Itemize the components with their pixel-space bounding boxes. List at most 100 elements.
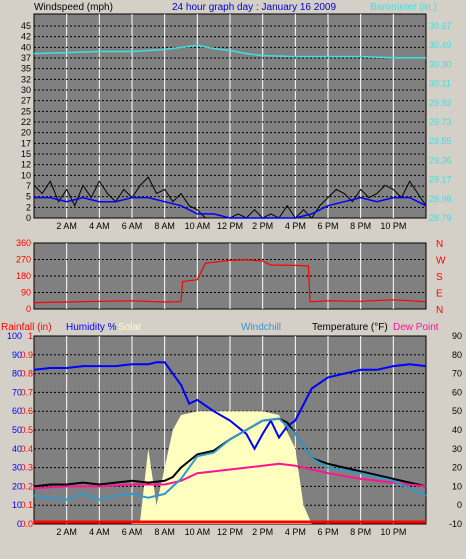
y-tick-label-right: 30.67: [429, 21, 452, 31]
temperature-tick-label: 40: [452, 425, 462, 435]
temperature-tick-label: 80: [452, 350, 462, 360]
x-tick-label: 2 PM: [252, 527, 273, 537]
y-tick-label: 37: [21, 53, 31, 63]
x-tick-label: 4 AM: [89, 527, 110, 537]
compass-label: S: [436, 272, 443, 283]
temperature-tick-label: 20: [452, 463, 462, 473]
y-tick-label: 17: [21, 138, 31, 148]
compass-label: N: [436, 239, 443, 250]
y-tick-label: 30: [21, 85, 31, 95]
rain-tick-label: 1: [28, 331, 33, 341]
series-barometer: [33, 44, 426, 59]
humidity-tick-label: 60: [12, 406, 22, 416]
y-tick-label-right: 29.36: [429, 155, 452, 165]
y-tick-label: 32: [21, 74, 31, 84]
x-tick-label: 4 AM: [89, 221, 110, 231]
y-tick-label: 90: [21, 288, 31, 298]
y-tick-label-right: 28.98: [429, 194, 452, 204]
series-solar: [34, 411, 426, 524]
y-tick-label: 0: [26, 213, 31, 223]
x-tick-label: 10 AM: [185, 527, 211, 537]
x-tick-label: 4 PM: [285, 527, 306, 537]
y-tick-label: 42: [21, 32, 31, 42]
y-tick-label: 25: [21, 106, 31, 116]
y-tick-label-right: 30.49: [429, 40, 452, 50]
temperature-tick-label: 60: [452, 387, 462, 397]
windspeed-title: Windspeed (mph): [34, 2, 113, 13]
humidity-tick-label: 70: [12, 387, 22, 397]
x-tick-label: 10 PM: [380, 221, 406, 231]
compass-label: N: [436, 305, 443, 316]
y-tick-label-right: 29.17: [429, 175, 452, 185]
rain-tick-label: 0.8: [20, 369, 33, 379]
humidity-tick-label: 20: [12, 481, 22, 491]
y-tick-label: 40: [21, 42, 31, 52]
humidity-tick-label: 50: [12, 425, 22, 435]
y-tick-label: 12: [21, 160, 31, 170]
x-tick-label: 8 AM: [154, 527, 175, 537]
y-tick-label: 180: [16, 271, 31, 281]
series-dew-point: [33, 462, 427, 490]
rain-tick-label: 0.3: [20, 463, 33, 473]
x-tick-label: 8 PM: [350, 221, 371, 231]
humidity-tick-label: 10: [12, 500, 22, 510]
series-windchill: [33, 417, 427, 501]
windchill-title: Windchill: [241, 322, 281, 333]
temperature-tick-label: 10: [452, 481, 462, 491]
humidity-tick-label: 30: [12, 463, 22, 473]
temperature-tick-label: 30: [452, 444, 462, 454]
y-tick-label: 20: [21, 128, 31, 138]
humidity-tick-label: 0: [17, 519, 22, 529]
y-tick-label: 7: [26, 181, 31, 191]
rain-tick-label: 0.7: [20, 387, 33, 397]
x-tick-label: 8 AM: [154, 221, 175, 231]
x-tick-label: 2 PM: [252, 221, 273, 231]
humidity-tick-label: 90: [12, 350, 22, 360]
temperature-tick-label: 0: [457, 500, 462, 510]
y-tick-label-right: 29.92: [429, 98, 452, 108]
y-tick-label: 5: [26, 192, 31, 202]
compass-label: W: [436, 256, 446, 267]
x-tick-label: 2 AM: [56, 221, 77, 231]
y-tick-label-right: 29.55: [429, 136, 452, 146]
x-tick-label: 6 PM: [317, 527, 338, 537]
rain-tick-label: 0.9: [20, 350, 33, 360]
dewpoint-title: Dew Point: [393, 322, 439, 333]
y-tick-label-right: 29.73: [429, 117, 452, 127]
humidity-tick-label: 40: [12, 444, 22, 454]
x-tick-label: 10 PM: [380, 527, 406, 537]
temperature-tick-label: -10: [449, 519, 462, 529]
barometer-title: Barometer (in.): [370, 2, 437, 13]
temperature-tick-label: 70: [452, 369, 462, 379]
temperature-title: Temperature (°F): [312, 322, 388, 333]
y-tick-label: 360: [16, 238, 31, 248]
x-tick-label: 12 PM: [217, 527, 243, 537]
y-tick-label: 2: [26, 202, 31, 212]
x-tick-label: 4 PM: [285, 221, 306, 231]
rain-tick-label: 0.2: [20, 481, 33, 491]
rain-tick-label: 0.5: [20, 425, 33, 435]
rain-tick-label: 0.0: [20, 519, 33, 529]
y-tick-label: 35: [21, 64, 31, 74]
x-tick-label: 6 PM: [317, 221, 338, 231]
x-tick-label: 6 AM: [122, 221, 143, 231]
y-tick-label-right: 30.11: [429, 79, 451, 89]
y-tick-label: 45: [21, 21, 31, 31]
humidity-title: Humidity %: [66, 322, 117, 333]
y-tick-label: 27: [21, 96, 31, 106]
y-tick-label-right: 30.30: [429, 59, 452, 69]
series-humidity: [33, 361, 427, 451]
series-wind-average: [34, 196, 427, 219]
rainfall-title: Rainfall (in): [1, 322, 52, 333]
y-tick-label: 15: [21, 149, 31, 159]
rain-tick-label: 0.1: [20, 500, 33, 510]
humidity-tick-label: 80: [12, 369, 22, 379]
x-tick-label: 2 AM: [56, 527, 77, 537]
solar-title: Solar: [118, 322, 142, 333]
x-tick-label: 10 AM: [185, 221, 211, 231]
series-direction: [33, 259, 427, 304]
temperature-tick-label: 90: [452, 331, 462, 341]
rain-tick-label: 0.4: [20, 444, 33, 454]
x-tick-label: 8 PM: [350, 527, 371, 537]
